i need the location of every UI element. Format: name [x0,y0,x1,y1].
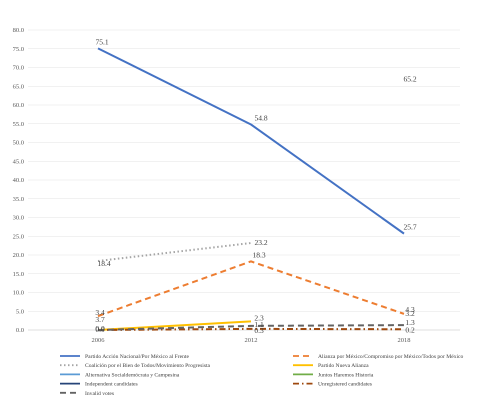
data-label: 4.3 [405,305,415,314]
y-tick-label: 20.0 [13,252,24,259]
y-tick-label: 15.0 [13,271,24,278]
data-label: 18.3 [252,250,265,259]
legend-label: Coalición por el Bien de Todos/Movimient… [85,363,211,369]
series-line [97,242,252,262]
data-label: 54.8 [254,114,267,123]
y-tick-label: 10.0 [13,290,24,297]
legend-label: Partido Nueva Alianza [318,363,369,369]
y-tick-label: 80.0 [13,27,24,34]
data-label: 75.1 [95,37,108,46]
x-tick-label: 2006 [92,337,106,344]
y-tick-label: 0.0 [16,327,24,334]
legend-label: Unregistered candidates [318,382,372,388]
series-line [97,327,405,331]
data-label: 25.7 [403,223,416,232]
data-label: 0.0 [95,324,105,333]
y-tick-label: 65.0 [13,83,24,90]
series-lines [97,47,405,331]
data-label: 2.3 [254,313,264,322]
data-label: 3.4 [95,308,105,317]
y-tick-label: 50.0 [13,140,24,147]
data-label: 1.3 [405,318,415,327]
x-tick-label: 2012 [245,337,258,344]
y-axis-ticks: 0.0 5.0 10.0 15.0 20.0 25.0 30.0 35.0 40.0 45.0 50… [13,27,24,334]
y-tick-label: 60.0 [13,102,24,109]
data-label: 0.2 [405,325,415,334]
x-axis-ticks: 2006 2012 2018 [92,337,411,344]
y-tick-label: 40.0 [13,177,24,184]
y-tick-label: 35.0 [13,196,24,203]
gridlines [28,29,460,331]
y-tick-label: 5.0 [16,308,24,315]
data-label: 3.7 [95,315,105,324]
y-tick-label: 30.0 [13,215,24,222]
data-label: 23.2 [254,238,267,247]
data-label: 18.4 [97,259,110,268]
y-tick-label: 25.0 [13,233,24,240]
data-label: 0.3 [254,326,264,335]
y-tick-label: 45.0 [13,158,24,165]
data-label: 1.1 [254,320,264,329]
legend-label: Partido Acción Nacional/Por México al Fr… [85,354,189,360]
legend-label: Invalid votes [85,391,114,397]
y-tick-label: 70.0 [13,65,24,72]
data-label: 65.2 [403,75,416,84]
legend-label: Independent candidates [85,382,138,388]
legend-label: Alianza por México/Compromiso por México… [318,354,464,360]
data-label: 3.2 [405,309,415,318]
data-label: 0.0 [95,325,105,334]
data-labels: 75.154.825.765.218.318.423.23.43.70.00.0… [95,37,417,335]
legend: Partido Acción Nacional/Por México al Fr… [60,354,464,397]
series-line [97,260,405,318]
legend-label: Alternativa Socialdemócrata y Campesina [85,372,180,378]
x-tick-label: 2018 [398,337,411,344]
series-line [97,324,405,331]
series-line [97,47,405,235]
y-tick-label: 55.0 [13,121,24,128]
legend-label: Juntos Haremos Historia [318,372,374,378]
y-tick-label: 75.0 [13,46,24,53]
